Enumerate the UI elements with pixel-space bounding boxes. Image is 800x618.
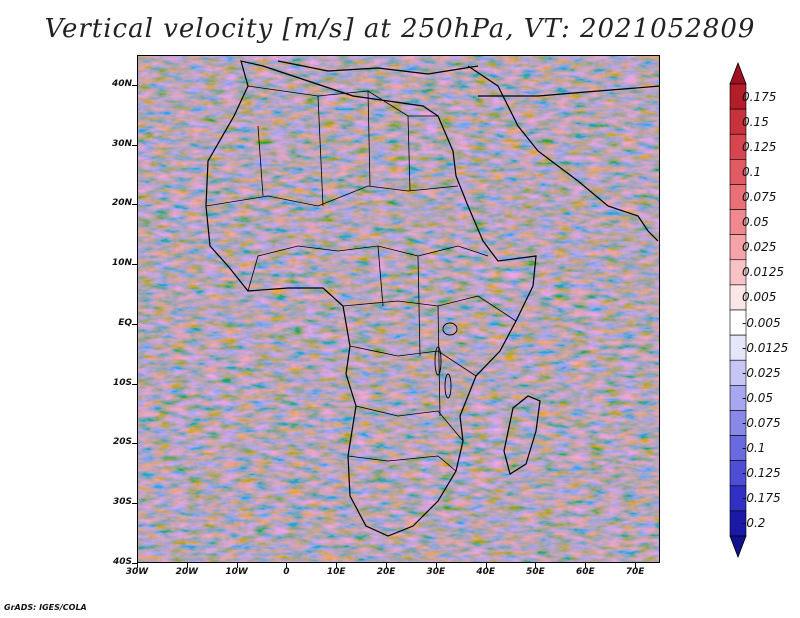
colorbar-label: 0.0125: [742, 265, 784, 280]
lat-tick-mark: [132, 264, 137, 266]
colorbar-label: 0.05: [742, 215, 769, 230]
lakes: [434, 322, 458, 399]
colorbar-label: -0.0125: [742, 340, 789, 355]
lon-tick-label: 30E: [426, 567, 446, 577]
lat-tick-label: 20S: [112, 437, 132, 448]
lat-tick-label: 30S: [112, 497, 132, 508]
lon-tick-mark: [336, 563, 338, 568]
lon-tick-label: 10W: [225, 567, 248, 577]
colorbar-bottom-cap: [729, 535, 747, 558]
lon-tick-mark: [535, 563, 537, 568]
colorbar-label: -0.075: [742, 416, 781, 430]
colorbar-label: -0.1: [742, 441, 766, 456]
lon-tick-mark: [236, 563, 238, 568]
lat-tick-mark: [132, 563, 137, 564]
lat-tick-label: EQ: [118, 317, 132, 328]
lon-tick-label: 0: [283, 567, 290, 577]
lon-tick-label: 70E: [625, 567, 645, 577]
lat-tick-mark: [132, 443, 137, 445]
credit-text: GrADS: IGES/COLA: [4, 603, 87, 612]
colorbar-swatches: [729, 62, 747, 558]
lon-tick-label: 50E: [526, 567, 545, 577]
colorbar: [724, 62, 752, 558]
colorbar-label: 0.075: [742, 190, 777, 204]
lat-tick-label: 20N: [111, 198, 132, 209]
colorbar-label: -0.005: [742, 315, 781, 330]
colorbar-label: -0.025: [742, 365, 781, 380]
colorbar-label: 0.125: [742, 139, 777, 154]
colorbar-label: 0.005: [742, 290, 777, 305]
lon-tick-mark: [485, 563, 487, 568]
lon-tick-label: 20W: [175, 567, 199, 577]
lat-tick-mark: [132, 84, 137, 86]
lon-tick-mark: [585, 563, 587, 568]
lat-tick-mark: [132, 204, 137, 206]
colorbar-label: 0.175: [742, 89, 777, 104]
lon-tick-label: 30W: [125, 567, 149, 577]
lon-tick-label: 10E: [326, 567, 346, 577]
lon-tick-label: 40E: [476, 567, 495, 577]
country-borders: [205, 85, 517, 472]
lat-tick-label: 40N: [111, 78, 132, 89]
field-texture-overlay: [138, 56, 659, 562]
lat-tick-mark: [132, 503, 137, 505]
colorbar-label: 0.15: [742, 114, 769, 129]
lon-tick-mark: [386, 563, 388, 568]
lat-tick-label: 10N: [111, 258, 132, 269]
lat-tick-mark: [132, 323, 137, 325]
lon-tick-mark: [435, 563, 437, 568]
lon-tick-label: 60E: [575, 567, 595, 577]
velocity-field-map: [138, 56, 659, 562]
colorbar-label: 0.1: [742, 164, 762, 179]
colorbar-label: -0.05: [742, 390, 774, 405]
colorbar-top-cap: [729, 62, 747, 85]
lat-tick-label: 40S: [112, 557, 132, 567]
lat-tick-label: 30N: [111, 138, 132, 149]
lat-tick-label: 10S: [112, 377, 132, 388]
colorbar-label: 0.025: [742, 240, 777, 255]
lon-tick-label: 20E: [376, 567, 396, 577]
colorbar-label: -0.175: [742, 491, 781, 506]
lat-tick-mark: [132, 144, 137, 146]
colorbar-label: -0.125: [742, 466, 781, 481]
lon-tick-mark: [186, 563, 188, 568]
colorbar-label: -0.2: [742, 516, 766, 531]
lon-tick-mark: [635, 563, 637, 568]
lon-tick-mark: [137, 563, 138, 568]
lat-tick-mark: [132, 383, 137, 385]
map-plot-area: [137, 55, 660, 563]
lon-tick-mark: [286, 563, 288, 568]
plot-title: Vertical velocity [m/s] at 250hPa, VT: 2…: [44, 14, 756, 44]
